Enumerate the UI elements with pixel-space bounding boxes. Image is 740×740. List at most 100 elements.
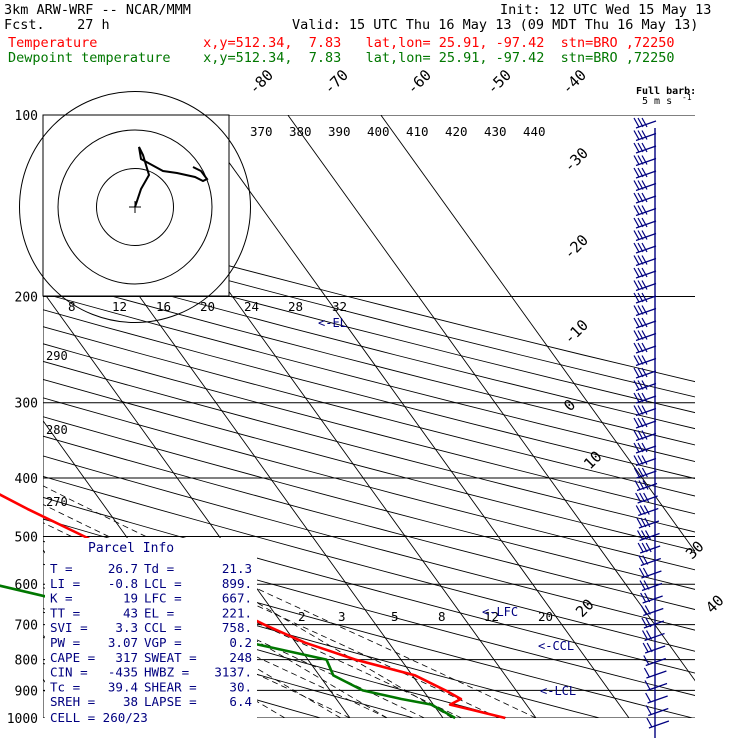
wind-barb-flag	[641, 355, 648, 365]
theta-label: 390	[328, 124, 351, 139]
mixing-ratio-label: 12	[484, 609, 499, 624]
theta-label: 400	[367, 124, 390, 139]
wind-barb-flag	[637, 280, 644, 290]
wind-barb-flag	[633, 355, 640, 365]
wind-barb-flag	[637, 155, 644, 165]
wind-barb-flag	[641, 530, 648, 540]
parcel-param-name: LFC =	[144, 591, 182, 606]
hodograph-speed-label: 16	[156, 299, 171, 314]
parcel-param-value: 38	[123, 694, 138, 709]
parcel-param-name: LCL =	[144, 576, 182, 591]
wind-barb-staff	[642, 595, 663, 604]
isotherm-label: 30	[682, 537, 708, 563]
isotherm-label: 40	[702, 591, 728, 617]
wind-barb-flag	[641, 292, 648, 303]
dewpoint-profile	[0, 584, 456, 720]
wind-barb-flag	[633, 342, 640, 353]
pressure-tick-label: 200	[15, 291, 38, 306]
wind-barb-flag	[635, 505, 642, 515]
isotherm-line	[194, 115, 630, 718]
wind-barb-flag	[641, 417, 648, 428]
isotherm-label: -60	[403, 66, 435, 98]
wind-barb-flag	[633, 230, 640, 240]
dry-adiabat-line	[43, 261, 695, 430]
dry-adiabat-line	[43, 475, 695, 652]
parcel-param-name: SVI =	[50, 620, 88, 635]
wind-barb-flag	[635, 492, 642, 503]
wind-barb-flag	[642, 642, 649, 653]
wind-barb-flag	[641, 405, 648, 415]
dry-adiabat-line	[43, 326, 695, 497]
dry-adiabat-line	[43, 435, 695, 610]
wind-barb-flag	[641, 167, 648, 178]
wind-barb-flag	[633, 455, 640, 465]
level-annotation: <-LFC	[482, 605, 518, 619]
dry-adiabat-line	[43, 496, 695, 674]
wind-barb-flag	[633, 267, 640, 278]
wind-barb-flag	[633, 205, 640, 215]
wind-barb-flag	[645, 530, 652, 540]
wind-barb-flag	[644, 592, 651, 603]
parcel-param-value: 221.	[222, 605, 252, 620]
height-label: 280	[46, 423, 68, 437]
isotherm-label: 20	[572, 595, 598, 621]
parcel-param-name: K =	[50, 591, 73, 606]
barb-legend-units: 5 m s	[642, 96, 672, 107]
wind-barb-flag	[645, 617, 652, 628]
wind-barb-staff	[643, 620, 665, 629]
wind-barb-staff	[641, 570, 662, 579]
dry-adiabat-line	[43, 309, 695, 480]
wind-barb-flag	[641, 242, 648, 253]
theta-label: 440	[523, 124, 546, 139]
mixing-ratio-label: 3	[338, 609, 346, 624]
parcel-param-value: 3.3	[115, 620, 138, 635]
wind-barb-flag	[633, 192, 640, 203]
wind-barb-flag	[633, 442, 640, 453]
isotherm-label: -10	[560, 316, 592, 348]
parcel-param-value: 6.4	[229, 694, 252, 709]
wind-barb-flag	[641, 305, 648, 315]
wind-barb-flag	[633, 405, 640, 415]
forecast-hour: Fcst. 27 h	[4, 17, 110, 33]
wind-barb-flag	[646, 642, 653, 653]
wind-barb-flag	[638, 480, 645, 490]
wind-barb-flag	[641, 267, 648, 278]
parcel-param-name: LAPSE =	[144, 694, 197, 709]
wind-barb-flag	[641, 392, 648, 403]
parcel-param-name: SHEAR =	[144, 679, 197, 694]
hodograph-trace	[134, 146, 209, 208]
dry-adiabat-line	[43, 587, 507, 718]
dry-adiabat-line	[43, 292, 695, 463]
mixing-ratio-line	[160, 583, 388, 718]
wind-barb-flag	[641, 542, 648, 553]
dry-adiabat-line	[43, 215, 695, 383]
wind-barb-flag	[637, 305, 644, 315]
dry-adiabat-line	[43, 343, 695, 515]
wind-barb-flag	[641, 230, 648, 240]
wind-barb-staff	[646, 682, 668, 692]
hodograph-speed-label: 8	[68, 299, 76, 314]
hodograph-ring	[96, 168, 174, 246]
wind-barb-flag	[645, 705, 652, 715]
wind-barb-flag	[636, 517, 643, 528]
dry-adiabat-line	[43, 455, 695, 631]
isotherm-label: -30	[560, 144, 592, 176]
parcel-param-name: T =	[50, 561, 73, 576]
hodograph-speed-label: 12	[112, 299, 127, 314]
wind-barb-flag	[637, 292, 644, 303]
model-title: 3km ARW-WRF -- NCAR/MMM	[4, 2, 191, 18]
wind-barb-flag	[637, 430, 644, 440]
wind-barb-flag	[637, 342, 644, 353]
pressure-tick-label: 400	[15, 472, 38, 487]
wind-barb-flag	[633, 317, 640, 328]
wind-barb-flag	[637, 530, 644, 540]
wind-barb-flag	[633, 430, 640, 440]
wind-barb-flag	[637, 217, 644, 228]
parcel-param-value: 317	[115, 650, 138, 665]
wind-barb-flag	[641, 430, 648, 440]
wind-barb-flag	[643, 667, 650, 678]
wind-barb-flag	[641, 617, 648, 628]
wind-barb-flag	[637, 317, 644, 328]
pressure-tick-label: 500	[15, 530, 38, 545]
isotherm-line	[287, 115, 695, 682]
